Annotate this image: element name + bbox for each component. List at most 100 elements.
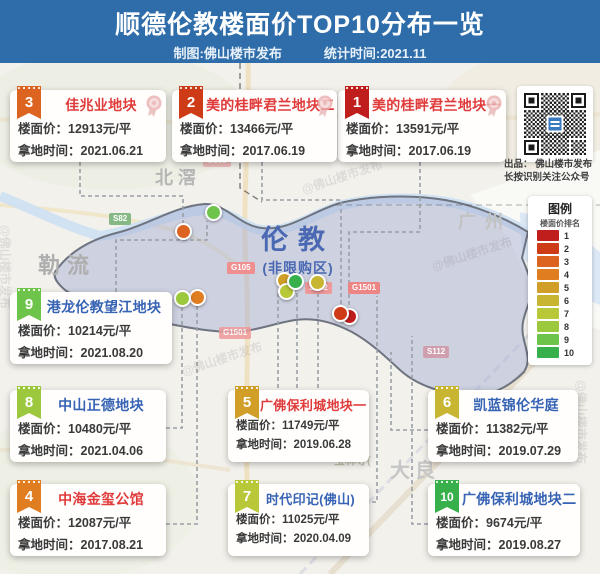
area-label-beijiao: 北滘	[155, 168, 201, 188]
land-date-line: 拿地时间：2020.04.09	[236, 533, 352, 545]
map-marker-rank-6	[309, 274, 326, 291]
legend-color-swatch	[537, 269, 559, 280]
qr-caption-line2: 长按识别关注公众号	[504, 172, 590, 183]
legend-rank-number: 8	[564, 321, 570, 332]
legend-row: 8	[528, 320, 592, 333]
rank-card-5: 5 广佛保利城地块一 楼面价：11749元/平 拿地时间：2019.06.28	[228, 386, 369, 462]
qr-code	[517, 86, 593, 162]
map-marker-rank-10	[287, 273, 304, 290]
header-banner: 顺德伦教楼面价TOP10分布一览 制图:佛山楼市发布 统计时间:2021.11	[0, 0, 600, 63]
plot-name: 凯蓝锦伦华庭	[473, 397, 559, 413]
floor-price-line: 楼面价：12087元/平	[18, 516, 132, 530]
plot-name: 美的桂畔君兰地块一	[372, 97, 501, 113]
legend-rank-number: 10	[564, 347, 575, 358]
area-label-daliang: 大良	[390, 460, 440, 482]
plot-name: 中山正德地块	[58, 397, 144, 413]
rank-card-7: 7 时代印记(佛山) 楼面价：11025元/平 拿地时间：2020.04.09	[228, 480, 369, 556]
legend-rank-number: 2	[564, 243, 570, 254]
land-date-line: 拿地时间：2021.04.06	[18, 444, 144, 458]
floor-price-line: 楼面价：11025元/平	[236, 514, 340, 526]
legend-color-swatch	[537, 321, 559, 332]
road-badge-s112: S112	[423, 346, 450, 358]
floor-price-line: 楼面价：13466元/平	[180, 122, 294, 136]
land-date-line: 拿地时间：2021.06.21	[18, 144, 144, 158]
legend-row: 7	[528, 307, 592, 320]
legend-row: 9	[528, 333, 592, 346]
plot-name: 时代印记(佛山)	[265, 492, 356, 507]
legend-rank-number: 9	[564, 334, 570, 345]
plot-name: 美的桂畔君兰地块二	[206, 97, 335, 113]
legend-row: 3	[528, 255, 592, 268]
legend-color-swatch	[537, 347, 559, 358]
rank-card-10: 10 广佛保利城地块二 楼面价：9674元/平 拿地时间：2019.08.27	[428, 480, 580, 556]
map-marker-rank-9	[205, 204, 222, 221]
legend-row: 1	[528, 229, 592, 242]
medal-icon	[486, 95, 502, 117]
qr-caption-line1: 出品： 佛山楼市发布	[504, 159, 593, 170]
rank-card-6: 6 凯蓝锦伦华庭 楼面价：11382元/平 拿地时间：2019.07.29	[428, 386, 578, 462]
floor-price-line: 楼面价：10480元/平	[18, 422, 132, 436]
medal-icon	[317, 95, 333, 117]
plot-name: 广佛保利城地块二	[462, 491, 577, 507]
credit-text: 制图:佛山楼市发布	[173, 46, 282, 61]
qr-caption: 出品： 佛山楼市发布 长按识别关注公众号	[504, 158, 600, 184]
rank-card-9: 9 港龙伦教望江地块 楼面价：10214元/平 拿地时间：2021.08.20	[10, 288, 172, 364]
legend-rank-number: 3	[564, 256, 570, 267]
legend-row: 4	[528, 268, 592, 281]
rank-badge: 7	[235, 480, 259, 513]
legend-row: 5	[528, 281, 592, 294]
map-marker-rank-2	[332, 305, 349, 322]
road-badge-g1501-south: G1501	[219, 327, 252, 339]
page-title: 顺德伦教楼面价TOP10分布一览	[115, 11, 485, 39]
legend-title: 图例	[547, 202, 572, 216]
rank-card-1: 1 美的桂畔君兰地块一 楼面价：13591元/平 拿地时间：2017.06.19	[338, 86, 506, 162]
plot-name: 佳兆业地块	[65, 97, 137, 113]
stat-time-text: 统计时间:2021.11	[323, 46, 427, 61]
rank-card-8: 8 中山正德地块 楼面价：10480元/平 拿地时间：2021.04.06	[10, 386, 166, 462]
legend-color-swatch	[537, 256, 559, 267]
plot-name: 港龙伦教望江地块	[46, 299, 162, 315]
legend-rank-number: 1	[564, 230, 570, 241]
land-date-line: 拿地时间：2021.08.20	[18, 346, 144, 360]
legend-rank-number: 4	[564, 269, 570, 280]
land-date-line: 拿地时间：2019.08.27	[436, 538, 562, 552]
legend-color-swatch	[537, 295, 559, 306]
legend-rank-number: 5	[564, 282, 570, 293]
floor-price-line: 楼面价：13591元/平	[346, 122, 460, 136]
area-label-leliu: 勒流	[38, 253, 97, 278]
floor-price-line: 楼面价：11749元/平	[236, 420, 340, 432]
rank-card-2: 2 美的桂畔君兰地块二 楼面价：13466元/平 拿地时间：2017.06.19	[172, 86, 337, 162]
land-date-line: 拿地时间：2017.06.19	[180, 144, 306, 158]
floor-price-line: 楼面价：9674元/平	[436, 516, 543, 530]
map-marker-rank-8	[174, 290, 191, 307]
land-date-line: 拿地时间：2019.07.29	[436, 444, 562, 458]
plot-name: 广佛保利城地块一	[260, 398, 367, 413]
medal-icon	[146, 95, 162, 117]
map-marker-rank-3	[175, 223, 192, 240]
floor-price-line: 楼面价：12913元/平	[18, 122, 132, 136]
land-date-line: 拿地时间：2017.06.19	[346, 144, 472, 158]
legend-color-swatch	[537, 230, 559, 241]
plot-name: 中海金玺公馆	[58, 491, 144, 507]
map-marker-rank-4	[189, 289, 206, 306]
floor-price-line: 楼面价：10214元/平	[18, 324, 132, 338]
land-date-line: 拿地时间：2019.06.28	[236, 439, 352, 451]
rank-badge: 5	[235, 386, 259, 419]
legend-panel: 图例 楼面价排名 1 2 3 4 5 6	[528, 196, 592, 365]
area-label-guangzhou: 广州	[458, 212, 512, 232]
district-name: 伦教	[261, 225, 335, 255]
road-badge-g105: G105	[227, 262, 255, 274]
legend-rank-number: 6	[564, 295, 570, 306]
rank-card-3: 3 佳兆业地块 楼面价：12913元/平 拿地时间：2021.06.21	[10, 86, 166, 162]
qr-pattern	[524, 93, 586, 155]
floor-price-line: 楼面价：11382元/平	[436, 422, 549, 436]
legend-rank-number: 7	[564, 308, 570, 319]
rank-card-4: 4 中海金玺公馆 楼面价：12087元/平 拿地时间：2017.08.21	[10, 480, 166, 556]
legend-color-swatch	[537, 243, 559, 254]
rank-badge: 6	[435, 386, 459, 419]
road-badge-g1501: G1501	[348, 282, 381, 294]
road-badge-s82: S82	[109, 213, 132, 225]
legend-row: 10	[528, 346, 592, 359]
district-label-block: 伦教 (非限购区)	[243, 218, 353, 278]
